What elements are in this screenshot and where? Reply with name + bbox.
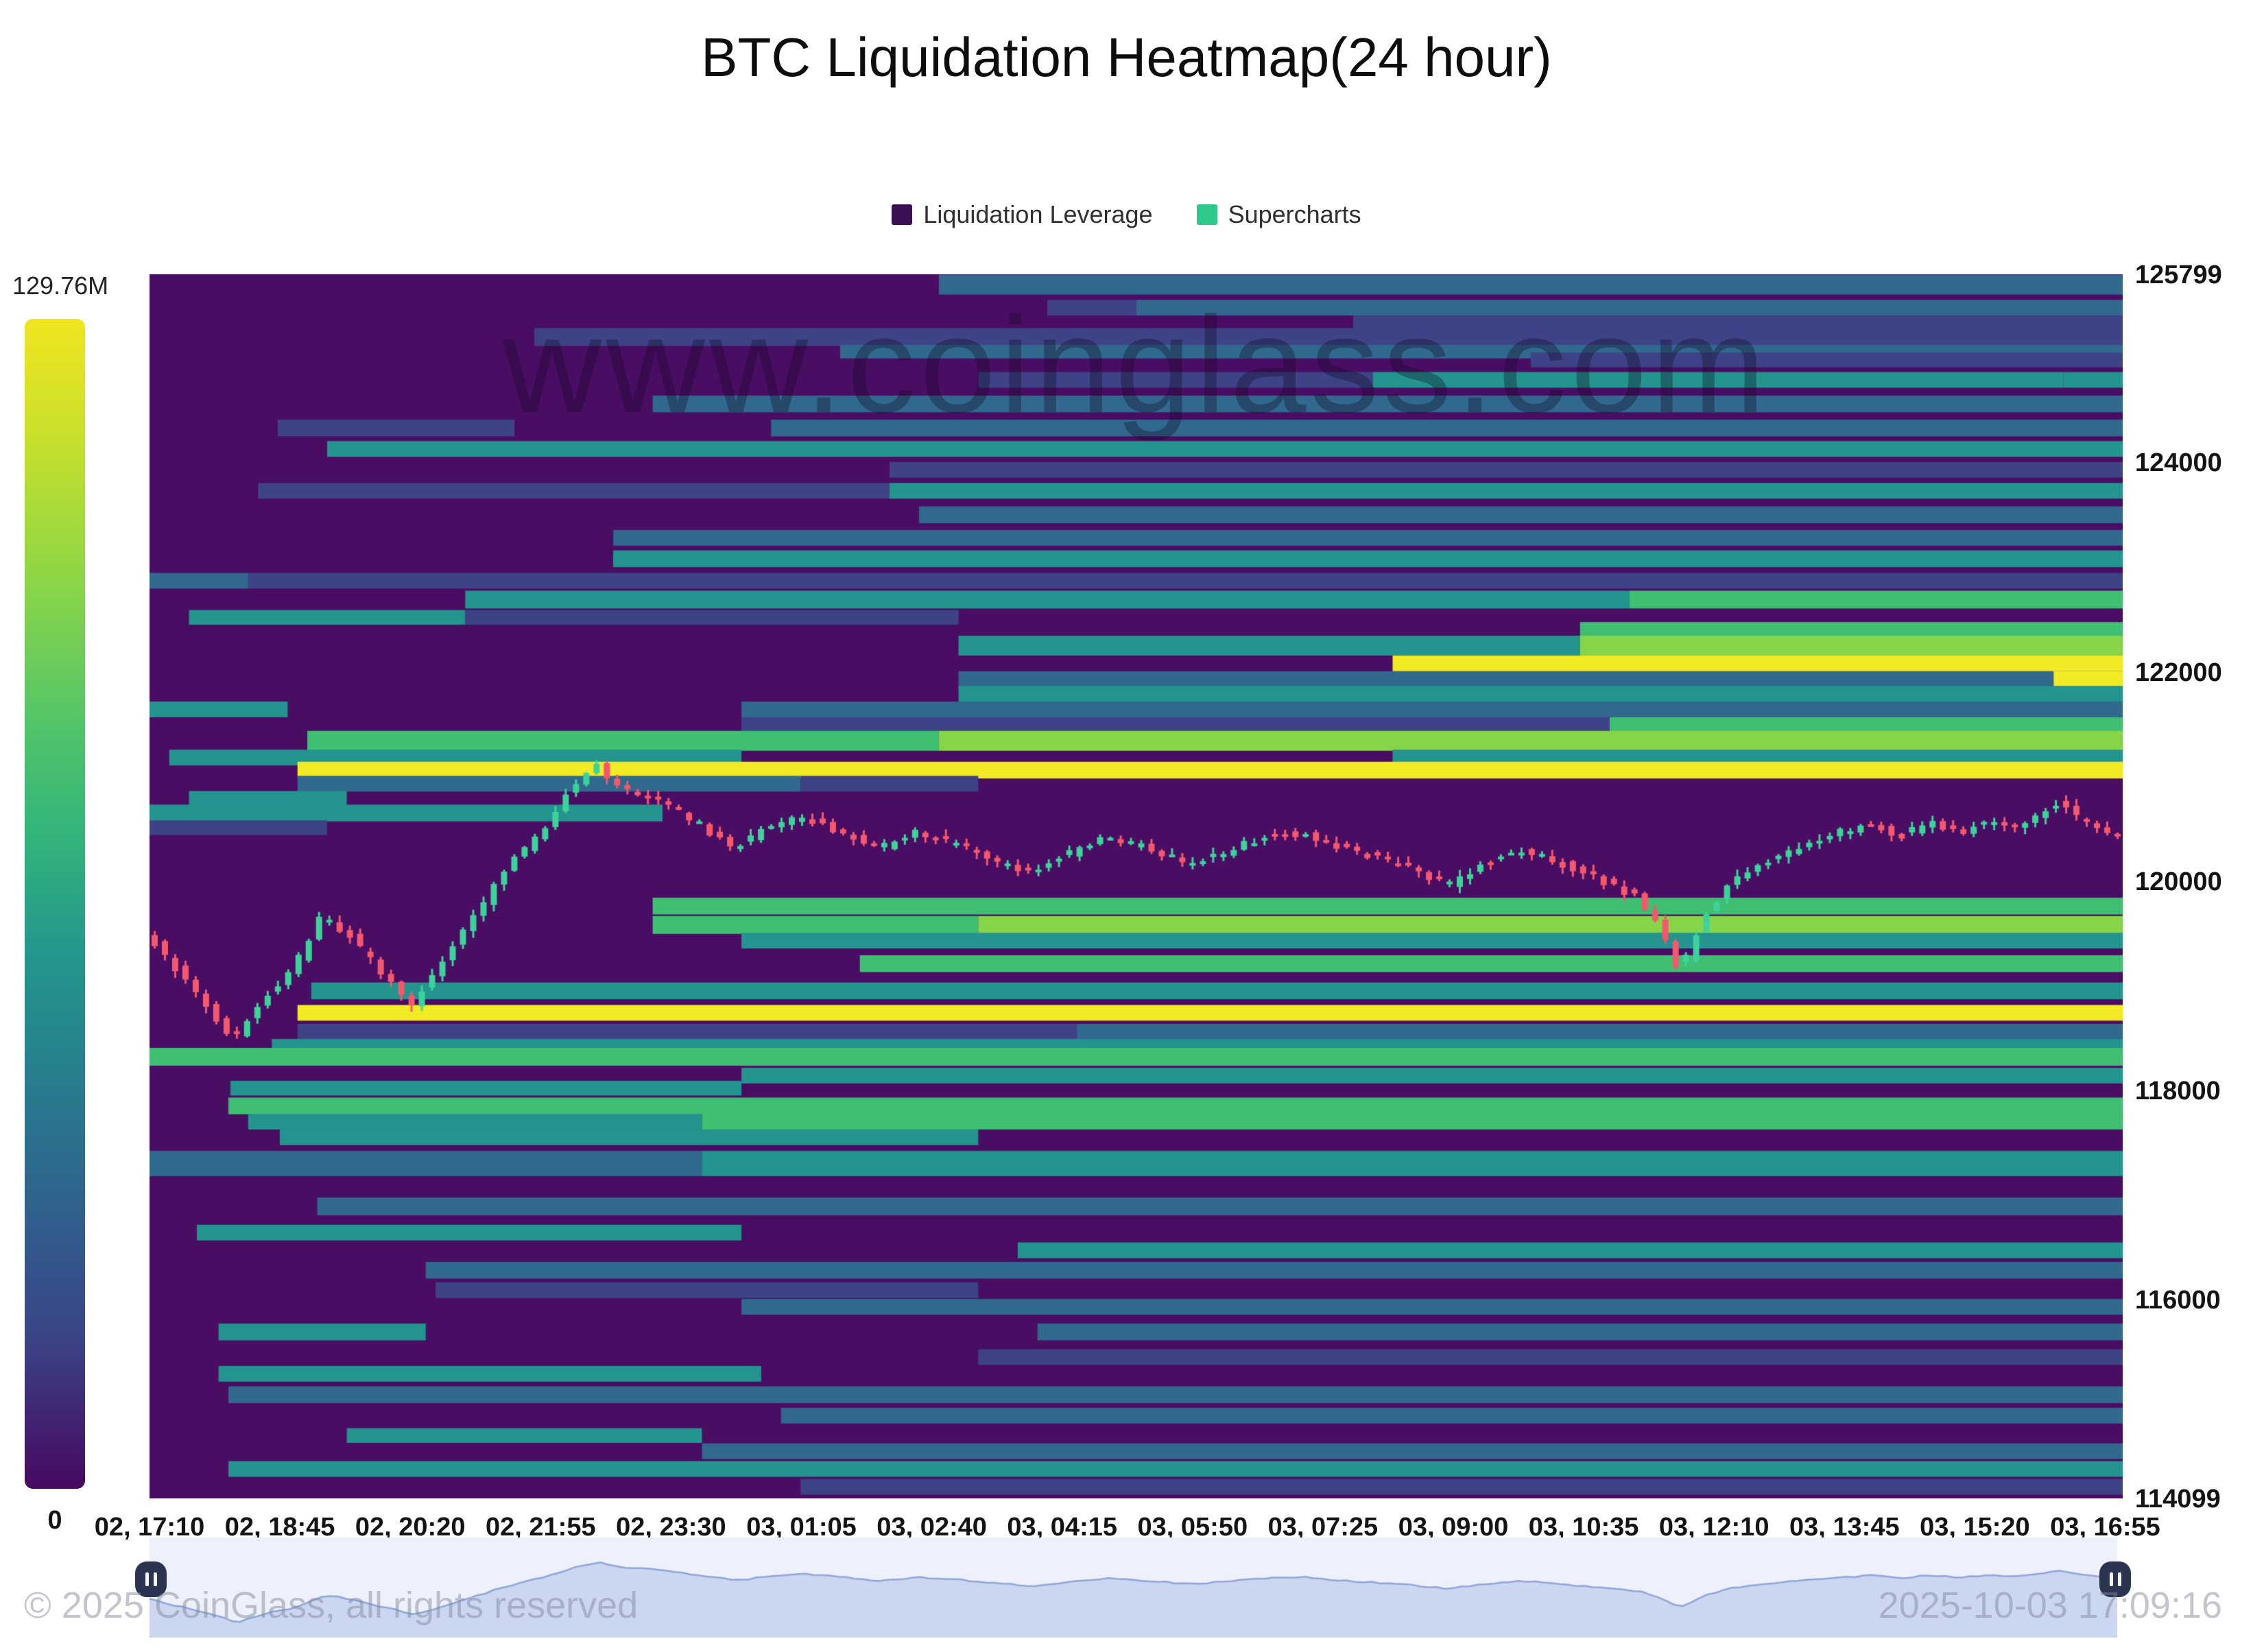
colorbar-gradient bbox=[25, 319, 85, 1489]
navigator-area-canvas[interactable] bbox=[150, 1537, 2117, 1638]
y-axis-label: 118000 bbox=[2135, 1076, 2221, 1105]
heatmap-plot-area[interactable] bbox=[150, 274, 2123, 1498]
time-range-navigator[interactable] bbox=[150, 1537, 2117, 1638]
x-axis-label: 03, 10:35 bbox=[1528, 1513, 1639, 1542]
x-axis-label: 03, 02:40 bbox=[877, 1513, 987, 1542]
y-axis-label: 116000 bbox=[2135, 1285, 2221, 1315]
x-axis-label: 02, 23:30 bbox=[616, 1513, 726, 1542]
y-axis-label: 120000 bbox=[2135, 867, 2222, 896]
navigator-handle-left[interactable] bbox=[135, 1561, 167, 1597]
colorbar-max-label: 129.76M bbox=[12, 272, 109, 300]
x-axis-label: 03, 16:55 bbox=[2050, 1513, 2160, 1542]
y-axis-label: 124000 bbox=[2135, 448, 2222, 478]
x-axis-label: 02, 18:45 bbox=[224, 1513, 335, 1542]
pause-icon bbox=[145, 1572, 149, 1586]
legend-swatch-icon bbox=[1196, 204, 1217, 225]
legend-item-liquidation-leverage[interactable]: Liquidation Leverage bbox=[892, 200, 1153, 229]
pause-icon bbox=[153, 1572, 157, 1586]
x-axis-label: 03, 15:20 bbox=[1920, 1513, 2030, 1542]
x-axis-label: 02, 21:55 bbox=[486, 1513, 596, 1542]
x-axis-label: 03, 01:05 bbox=[746, 1513, 857, 1542]
x-axis-label: 03, 04:15 bbox=[1007, 1513, 1117, 1542]
y-axis-label: 125799 bbox=[2135, 261, 2222, 289]
x-axis-label: 03, 12:10 bbox=[1658, 1513, 1769, 1542]
legend-item-supercharts[interactable]: Supercharts bbox=[1196, 200, 1361, 229]
x-axis-label: 02, 20:20 bbox=[355, 1513, 466, 1542]
x-axis-label: 03, 13:45 bbox=[1789, 1513, 1900, 1542]
y-axis-label: 114099 bbox=[2135, 1485, 2221, 1513]
page-title: BTC Liquidation Heatmap(24 hour) bbox=[701, 27, 1552, 88]
price-candles-canvas[interactable] bbox=[150, 274, 2123, 1498]
x-axis-label: 03, 07:25 bbox=[1267, 1513, 1379, 1542]
chart-legend: Liquidation Leverage Supercharts bbox=[0, 200, 2253, 229]
pause-icon bbox=[2117, 1572, 2121, 1586]
y-axis-label: 122000 bbox=[2135, 658, 2222, 687]
colorbar-min-label: 0 bbox=[47, 1506, 62, 1535]
pause-icon bbox=[2109, 1572, 2113, 1586]
navigator-handle-right[interactable] bbox=[2099, 1561, 2131, 1597]
legend-swatch-icon bbox=[892, 204, 913, 225]
x-axis-label: 03, 05:50 bbox=[1137, 1513, 1248, 1542]
x-axis-label: 03, 09:00 bbox=[1398, 1513, 1509, 1542]
x-axis-label: 02, 17:10 bbox=[94, 1513, 205, 1542]
